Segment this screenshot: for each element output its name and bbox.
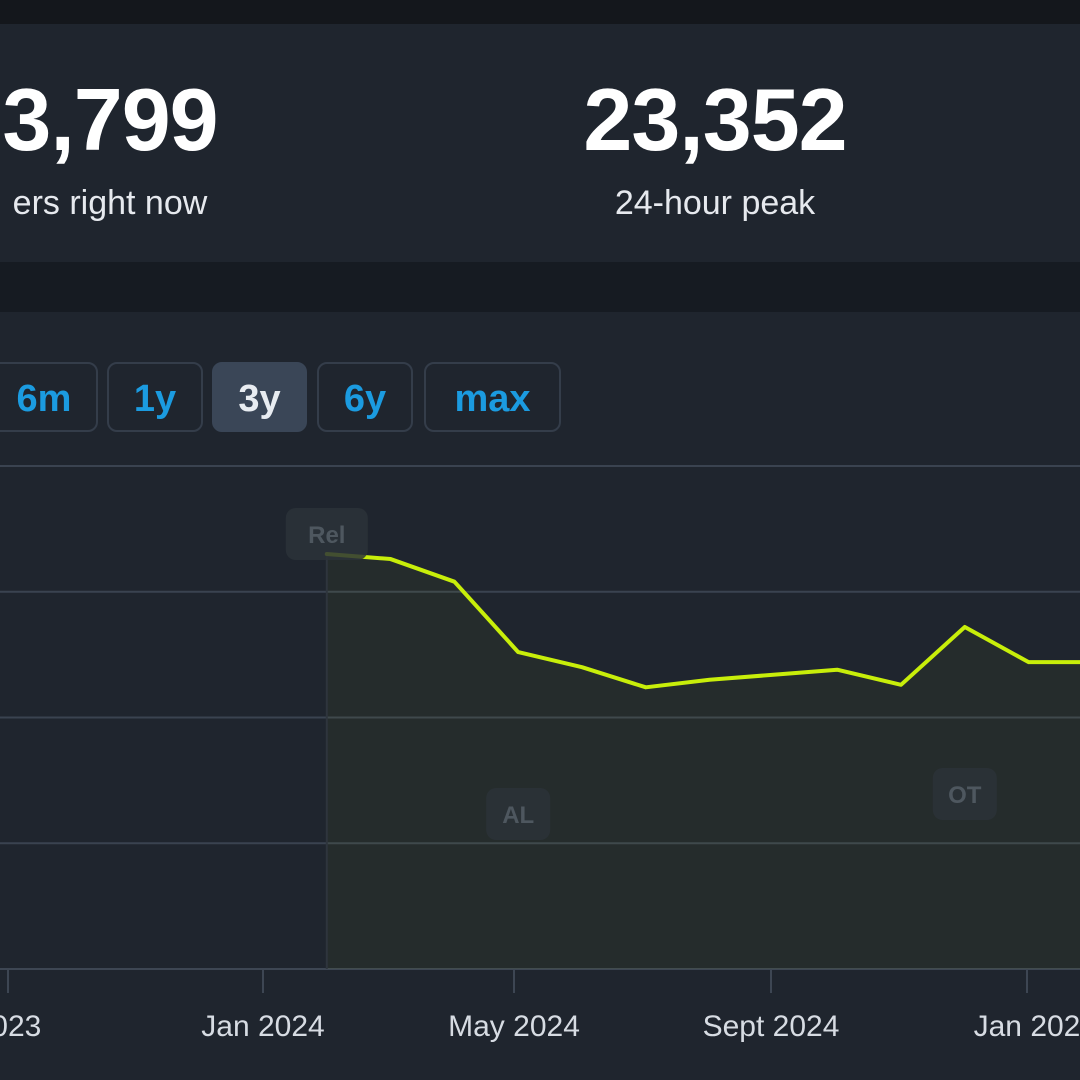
range-button-3y[interactable]: 3y xyxy=(212,362,307,432)
stat-players-now: 3,799 ers right now xyxy=(0,76,310,223)
data-point xyxy=(389,557,393,561)
x-tick-label: 2023 xyxy=(0,1010,41,1043)
data-point xyxy=(580,665,584,669)
annotation-badge-ot xyxy=(932,768,997,820)
series-area xyxy=(326,554,1080,969)
range-button-max[interactable]: max xyxy=(424,362,561,432)
top-band xyxy=(0,0,1080,24)
annotation-label-rel: Rel xyxy=(308,522,345,549)
x-tick-label: Sept 2024 xyxy=(703,1010,840,1043)
data-point xyxy=(1027,660,1031,664)
chart-panel: 6m 1y 3y 6y max 2023 Jan 2024 May 2024 Sept… xyxy=(0,312,1080,1080)
data-point xyxy=(835,668,839,672)
range-button-1y[interactable]: 1y xyxy=(107,362,203,432)
x-tick-label: Jan 202 xyxy=(974,1010,1080,1043)
stat-peak-value: 23,352 xyxy=(583,70,847,169)
stat-peak-label: 24-hour peak xyxy=(614,184,816,222)
data-point xyxy=(899,683,903,687)
data-point xyxy=(452,580,456,584)
stats-bar: 3,799 ers right now 23,352 24-hour peak xyxy=(0,24,1080,262)
data-point xyxy=(963,625,967,629)
range-button-6y[interactable]: 6y xyxy=(317,362,413,432)
player-count-chart: 2023 Jan 2024 May 2024 Sept 2024 Jan 202 Rel A… xyxy=(0,465,1080,1043)
annotation-badge-al xyxy=(486,788,551,840)
stat-now-label: ers right now xyxy=(12,184,208,222)
data-point xyxy=(644,685,648,689)
stat-now-value: 3,799 xyxy=(2,70,218,169)
annotation-label-al: AL xyxy=(502,802,534,829)
x-tick-label: Jan 2024 xyxy=(201,1010,324,1043)
data-point xyxy=(771,673,775,677)
x-tick-label: May 2024 xyxy=(448,1010,580,1043)
data-point xyxy=(708,678,712,682)
stat-24h-peak: 23,352 24-hour peak xyxy=(515,76,915,223)
annotation-label-ot: OT xyxy=(948,782,982,809)
annotation-badge-rel xyxy=(285,508,368,560)
range-button-6m[interactable]: 6m xyxy=(0,362,98,432)
section-gap xyxy=(0,262,1080,312)
data-point xyxy=(516,650,520,654)
